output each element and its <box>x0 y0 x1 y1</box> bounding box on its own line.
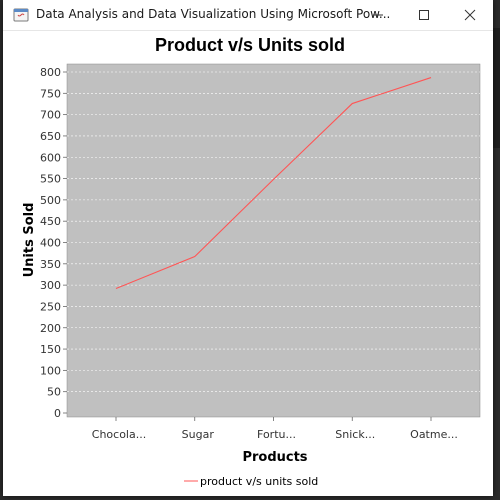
grid-lines <box>67 71 480 392</box>
legend-label: product v/s units sold <box>200 475 318 488</box>
y-tick-label: 50 <box>47 386 61 399</box>
y-tick-label: 150 <box>40 343 61 356</box>
minimize-icon <box>373 14 383 16</box>
y-tick-label: 500 <box>40 194 61 207</box>
series-line <box>115 77 432 290</box>
x-tick-label: Oatme... <box>410 428 458 441</box>
y-tick-label: 800 <box>40 66 61 79</box>
close-button[interactable] <box>447 0 493 30</box>
y-axis: 0 50 100 150 200 250 300 350 400 450 500 550 600 650 7… <box>40 66 67 420</box>
title-bar[interactable]: Data Analysis and Data Visualization Usi… <box>3 0 493 31</box>
series <box>115 77 432 290</box>
y-tick-label: 250 <box>40 300 61 313</box>
y-tick-label: 350 <box>40 258 61 271</box>
y-tick-label: 750 <box>40 87 61 100</box>
maximize-button[interactable] <box>401 0 447 30</box>
line-chart: Product v/s Units sold 0 50 100 150 200 250 30… <box>22 35 481 488</box>
minimize-button[interactable] <box>355 0 401 30</box>
x-tick-label: Snick... <box>335 428 375 441</box>
y-axis-label: Units Sold <box>22 203 37 278</box>
x-tick-label: Fortu... <box>257 428 296 441</box>
x-tick-label: Sugar <box>182 428 215 441</box>
y-tick-label: 550 <box>40 173 61 186</box>
plot-area <box>66 63 481 418</box>
close-icon <box>464 9 476 21</box>
y-tick-label: 100 <box>40 364 61 377</box>
window-title: Data Analysis and Data Visualization Usi… <box>36 7 391 21</box>
y-tick-label: 0 <box>54 407 61 420</box>
java-app-icon <box>13 8 29 22</box>
legend: product v/s units sold <box>184 475 318 488</box>
y-tick-label: 450 <box>40 215 61 228</box>
maximize-icon <box>419 10 429 20</box>
y-tick-label: 650 <box>40 130 61 143</box>
y-tick-label: 700 <box>40 109 61 122</box>
y-tick-label: 200 <box>40 322 61 335</box>
x-axis-label: Products <box>242 450 307 465</box>
y-tick-label: 400 <box>40 237 61 250</box>
y-tick-label: 300 <box>40 279 61 292</box>
y-tick-label: 600 <box>40 151 61 164</box>
app-window: Data Analysis and Data Visualization Usi… <box>3 0 493 496</box>
chart-title: Product v/s Units sold <box>155 35 345 55</box>
x-tick-label: Chocola... <box>92 428 146 441</box>
x-axis: Chocola... Sugar Fortu... Snick... Oatme... <box>92 417 458 441</box>
